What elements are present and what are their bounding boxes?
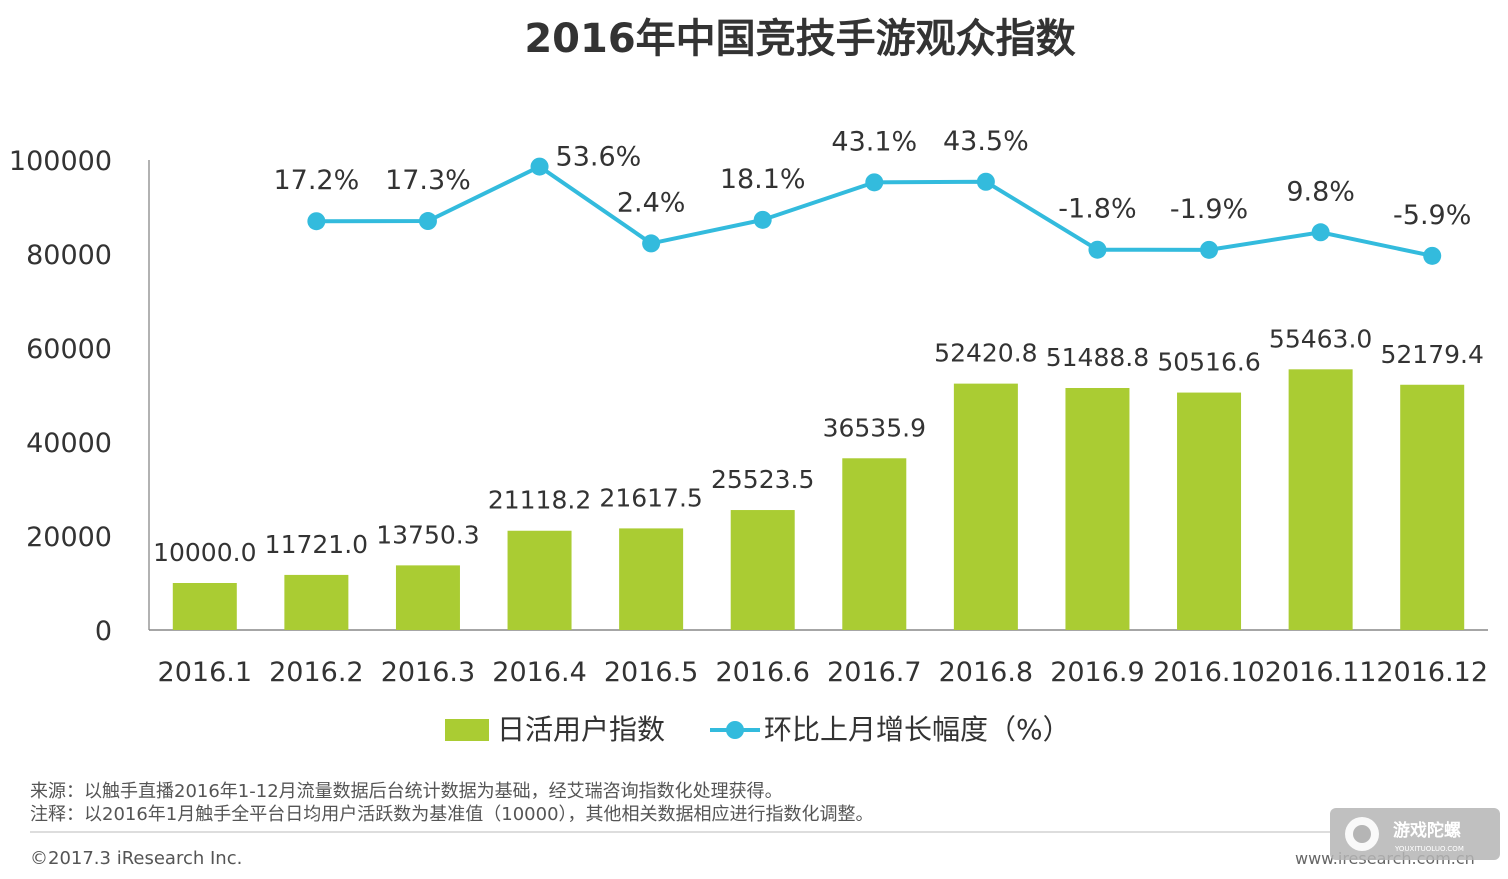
x-tick-label: 2016.7: [827, 657, 921, 688]
bar: [619, 528, 684, 630]
bar-value-labels: 10000.0 11721.0 13750.3 21118.2 21617.5 25523…: [153, 324, 1484, 567]
x-tick-label: 2016.2: [269, 657, 363, 688]
growth-point: [1311, 223, 1330, 242]
legend-line-marker: [726, 721, 744, 739]
growth-point: [642, 234, 661, 253]
growth-value-label: 9.8%: [1286, 176, 1355, 207]
y-tick-label: 20000: [26, 522, 112, 553]
growth-point: [307, 212, 326, 231]
growth-point: [753, 210, 772, 229]
bar-value-label: 36535.9: [823, 413, 926, 442]
bar: [1400, 384, 1465, 630]
growth-value-label: 2.4%: [617, 187, 686, 218]
bar-value-label: 52179.4: [1381, 340, 1484, 369]
x-tick-label: 2016.3: [381, 657, 475, 688]
legend-line-label: 环比上月增长幅度（%）: [764, 713, 1071, 746]
growth-point: [530, 157, 549, 176]
y-axis-ticks: 0 20000 40000 60000 80000 100000: [9, 146, 112, 647]
bar: [1288, 369, 1353, 630]
bar: [284, 574, 349, 630]
growth-point: [418, 212, 437, 231]
x-tick-label: 2016.10: [1153, 657, 1265, 688]
legend: 日活用户指数 环比上月增长幅度（%）: [445, 713, 1071, 746]
bar: [507, 530, 572, 630]
x-tick-label: 2016.8: [939, 657, 1033, 688]
bar-value-label: 21617.5: [599, 483, 702, 512]
x-tick-label: 2016.9: [1050, 657, 1144, 688]
growth-value-label: -5.9%: [1393, 200, 1471, 231]
x-tick-label: 2016.1: [158, 657, 252, 688]
bar-value-label: 52420.8: [934, 339, 1037, 368]
chart-title: 2016年中国竞技手游观众指数: [524, 16, 1075, 62]
x-tick-label: 2016.4: [492, 657, 586, 688]
growth-value-label: 53.6%: [556, 142, 642, 173]
bar-value-label: 21118.2: [488, 486, 591, 515]
growth-point: [865, 173, 884, 192]
bar: [1065, 388, 1130, 630]
watermark-subtext: YOUXITUOLUO.COM: [1394, 845, 1464, 853]
y-tick-label: 60000: [26, 334, 112, 365]
bar: [842, 458, 907, 630]
y-tick-label: 100000: [9, 146, 112, 177]
bar-value-label: 13750.3: [376, 520, 479, 549]
bar-value-label: 11721.0: [265, 530, 368, 559]
bar-value-label: 55463.0: [1269, 324, 1372, 353]
bar: [1177, 392, 1242, 630]
growth-value-label: -1.9%: [1170, 194, 1248, 225]
growth-value-label: -1.8%: [1058, 194, 1136, 225]
growth-value-label: 43.1%: [831, 126, 917, 157]
line-series: [307, 157, 1442, 265]
growth-point: [1088, 240, 1107, 259]
annotation-note: 注释：以2016年1月触手全平台日均用户活跃数为基准值（10000），其他相关数…: [30, 804, 874, 825]
bar-value-label: 25523.5: [711, 465, 814, 494]
growth-value-label: 17.3%: [385, 165, 471, 196]
bar: [953, 383, 1018, 630]
watermark-text: 游戏陀螺: [1393, 820, 1461, 841]
growth-point: [1200, 240, 1219, 259]
growth-point: [976, 172, 995, 191]
x-tick-label: 2016.5: [604, 657, 698, 688]
x-tick-label: 2016.12: [1376, 657, 1488, 688]
legend-bar-swatch: [445, 719, 489, 741]
bar-value-label: 51488.8: [1046, 343, 1149, 372]
growth-value-label: 17.2%: [273, 165, 359, 196]
x-tick-label: 2016.11: [1265, 657, 1377, 688]
line-value-labels: 17.2% 17.3% 53.6% 2.4% 18.1% 43.1% 43.5% -1.8% -…: [273, 126, 1471, 231]
x-axis-ticks: 2016.1 2016.2 2016.3 2016.4 2016.5 2016.6 2016…: [158, 657, 1488, 688]
bar-value-label: 50516.6: [1157, 348, 1260, 377]
bar: [395, 565, 460, 630]
axes: [148, 160, 1488, 631]
bar-series: [172, 369, 1465, 630]
watermark-logo: 游戏陀螺 YOUXITUOLUO.COM: [1330, 808, 1500, 860]
growth-value-label: 43.5%: [943, 126, 1029, 157]
legend-bar-label: 日活用户指数: [497, 713, 665, 746]
growth-value-label: 18.1%: [720, 164, 806, 195]
source-note: 来源：以触手直播2016年1-12月流量数据后台统计数据为基础，经艾瑞咨询指数化…: [30, 781, 783, 802]
y-tick-label: 40000: [26, 428, 112, 459]
growth-point: [1423, 246, 1442, 265]
bar: [730, 510, 795, 630]
y-tick-label: 80000: [26, 240, 112, 271]
bar: [172, 583, 237, 630]
copyright-text: ©2017.3 iResearch Inc.: [30, 848, 242, 869]
x-tick-label: 2016.6: [715, 657, 809, 688]
bar-value-label: 10000.0: [153, 538, 256, 567]
y-tick-label: 0: [95, 616, 112, 647]
